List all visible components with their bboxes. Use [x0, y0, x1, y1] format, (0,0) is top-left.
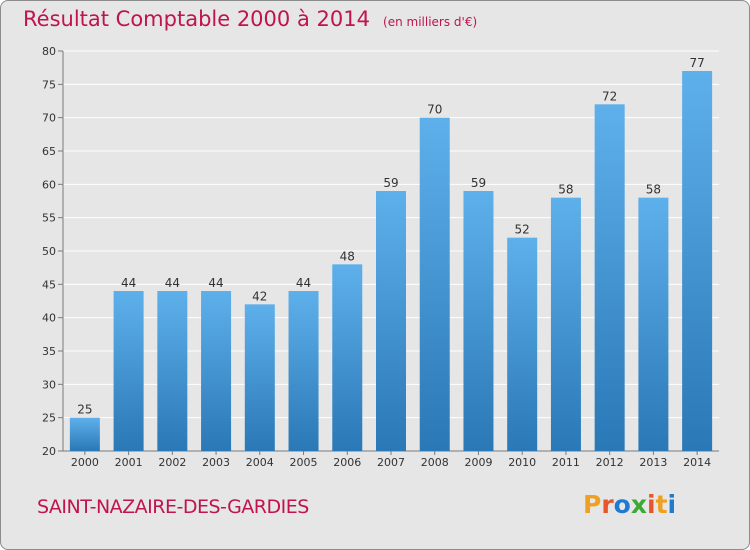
logo-letter: r	[601, 490, 614, 519]
y-tick-label: 65	[42, 145, 56, 158]
bar-2005	[288, 291, 319, 451]
bar-2014	[682, 71, 713, 451]
y-tick-label: 35	[42, 345, 56, 358]
title-row: Résultat Comptable 2000 à 2014 (en milli…	[23, 7, 477, 31]
x-tick-label-2010: 2010	[508, 456, 536, 469]
bar-2000	[69, 417, 100, 451]
bar-2013	[638, 197, 669, 451]
x-tick-label-2007: 2007	[377, 456, 405, 469]
bar-2012	[594, 104, 625, 451]
x-tick-label-2005: 2005	[290, 456, 318, 469]
data-label-2006: 48	[340, 249, 355, 263]
bar-2008	[419, 117, 450, 452]
data-label-2007: 59	[383, 176, 398, 190]
y-tick-label: 75	[42, 78, 56, 91]
bar-2011	[550, 197, 581, 451]
logo-letter: i	[647, 490, 656, 519]
data-label-2010: 52	[515, 223, 530, 237]
data-label-2013: 58	[646, 183, 661, 197]
proxiti-logo[interactable]: Proxiti	[583, 490, 676, 519]
data-label-2009: 59	[471, 176, 486, 190]
data-label-2011: 58	[558, 183, 573, 197]
y-tick-label: 55	[42, 212, 56, 225]
bar-2004	[244, 304, 275, 451]
y-tick-label: 30	[42, 378, 56, 391]
data-label-2003: 44	[208, 276, 223, 290]
bar-2003	[201, 291, 232, 451]
y-tick-label: 50	[42, 245, 56, 258]
bar-2002	[157, 291, 188, 451]
y-tick-label: 70	[42, 112, 56, 125]
place-name: SAINT-NAZAIRE-DES-GARDIES	[37, 496, 309, 518]
logo-letter: t	[655, 490, 668, 519]
chart-title: Résultat Comptable 2000 à 2014	[23, 7, 370, 31]
data-label-2014: 77	[689, 56, 704, 70]
logo-letter: P	[583, 490, 602, 519]
x-tick-label-2012: 2012	[596, 456, 624, 469]
data-label-2000: 25	[77, 403, 92, 417]
data-label-2012: 72	[602, 89, 617, 103]
x-tick-label-2013: 2013	[639, 456, 667, 469]
logo-letter: i	[667, 490, 677, 519]
x-tick-label-2004: 2004	[246, 456, 274, 469]
x-tick-label-2011: 2011	[552, 456, 580, 469]
data-label-2008: 70	[427, 103, 442, 117]
data-label-2001: 44	[121, 276, 136, 290]
logo-letter: o	[613, 490, 631, 519]
y-tick-label: 25	[42, 412, 56, 425]
logo-letter: x	[630, 490, 647, 519]
x-tick-label-2014: 2014	[683, 456, 711, 469]
x-tick-label-2000: 2000	[71, 456, 99, 469]
bar-2006	[332, 264, 363, 451]
data-labels: 25 44 44 44 42 44 48 59 70 59 52 58 72 58 77	[77, 56, 705, 417]
bar-2010	[507, 237, 538, 451]
y-tick-label: 20	[42, 445, 56, 458]
y-tick-label: 45	[42, 278, 56, 291]
x-tick-label-2009: 2009	[464, 456, 492, 469]
y-tick-label: 60	[42, 178, 56, 191]
bar-2007	[376, 191, 406, 451]
x-tick-label-2003: 2003	[202, 456, 230, 469]
data-label-2005: 44	[296, 276, 311, 290]
y-tick-label: 80	[42, 45, 56, 58]
data-label-2004: 42	[252, 289, 267, 303]
axes: 20 25 30 35 40 45 50 55 60 65 70 75 80 2000 2001 2002 20…	[42, 45, 719, 469]
bar-2009	[463, 191, 494, 451]
bars	[69, 71, 713, 452]
x-tick-label-2006: 2006	[333, 456, 361, 469]
bar-2001	[113, 291, 144, 451]
chart-subtitle: (en milliers d'€)	[383, 15, 478, 29]
x-tick-label-2001: 2001	[115, 456, 143, 469]
data-label-2002: 44	[165, 276, 180, 290]
x-tick-label-2002: 2002	[158, 456, 186, 469]
y-tick-label: 40	[42, 312, 56, 325]
x-tick-label-2008: 2008	[421, 456, 449, 469]
